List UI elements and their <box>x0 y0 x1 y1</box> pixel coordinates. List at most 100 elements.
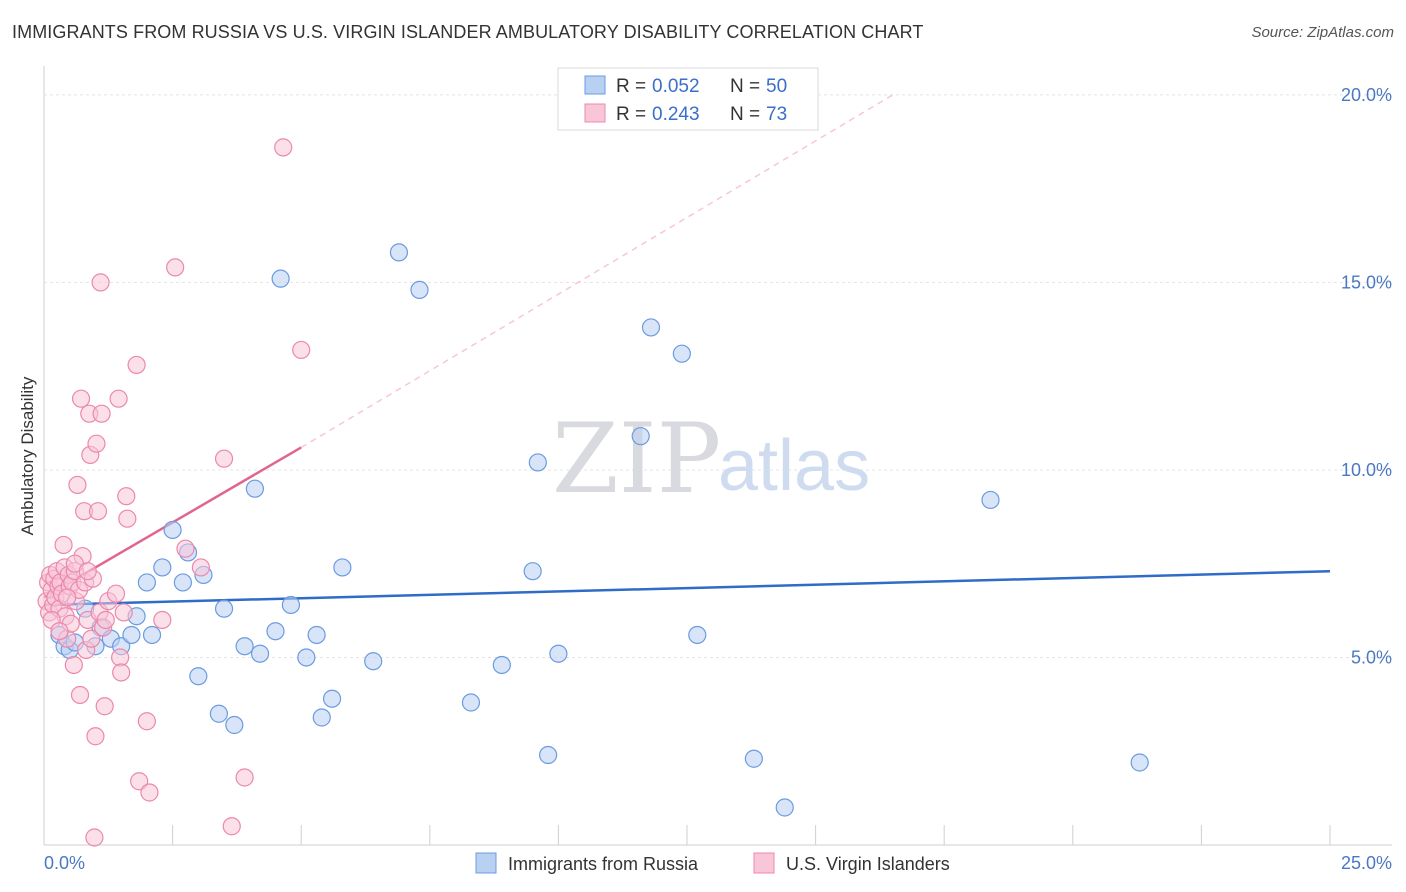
point-series-0-35 <box>410 280 429 300</box>
point-series-1-27 <box>71 389 91 408</box>
bottom-legend-label-russia: Immigrants from Russia <box>508 854 699 874</box>
point-series-1-59 <box>153 610 172 630</box>
point-series-0-14 <box>163 520 182 540</box>
point-series-1-61 <box>176 539 195 558</box>
point-series-1-55 <box>127 355 146 375</box>
point-series-1-60 <box>166 258 185 277</box>
point-series-1-56 <box>130 772 149 791</box>
point-series-1-38 <box>86 727 105 746</box>
point-series-0-32 <box>333 558 352 577</box>
legend-n-value-russia: 50 <box>766 76 787 97</box>
watermark-atlas: atlas <box>718 426 870 506</box>
point-series-0-9 <box>122 625 141 645</box>
point-series-0-47 <box>775 798 794 817</box>
point-series-0-22 <box>235 637 254 656</box>
y-tick-label-0: 5.0% <box>1351 647 1392 667</box>
point-series-0-46 <box>744 749 763 768</box>
y-tick-label-3: 20.0% <box>1341 85 1392 105</box>
bottom-legend: Immigrants from Russia U.S. Virgin Islan… <box>475 852 950 874</box>
x-tick-label-min: 0.0% <box>44 853 85 873</box>
point-series-0-30 <box>312 708 331 727</box>
chart-title: IMMIGRANTS FROM RUSSIA VS U.S. VIRGIN IS… <box>12 22 924 42</box>
point-series-1-35 <box>82 629 101 648</box>
point-series-0-20 <box>214 599 234 618</box>
point-series-1-52 <box>114 603 133 622</box>
point-series-0-34 <box>389 243 409 262</box>
point-series-0-24 <box>250 644 270 663</box>
point-series-0-29 <box>307 625 326 645</box>
point-series-0-43 <box>641 318 661 337</box>
point-series-0-45 <box>688 625 707 645</box>
point-series-1-49 <box>109 389 128 408</box>
trend-line-series-0 <box>43 569 1331 607</box>
point-series-0-31 <box>322 689 342 708</box>
point-series-1-70 <box>58 588 77 607</box>
axes <box>43 66 1392 846</box>
legend-n-label-virgin: N = <box>730 104 760 125</box>
legend-r-value-russia: 0.052 <box>652 76 700 97</box>
point-series-1-57 <box>137 712 156 731</box>
grid-lines <box>44 94 1392 658</box>
point-series-1-67 <box>292 340 311 360</box>
point-series-1-64 <box>222 817 241 836</box>
point-series-0-49 <box>1130 753 1149 772</box>
trend-extension-series-1 <box>300 94 894 449</box>
legend: R = 0.052 N = 50 R = 0.243 N = 73 <box>557 67 819 131</box>
y-tick-label-1: 10.0% <box>1341 460 1392 480</box>
point-series-0-25 <box>266 622 285 641</box>
point-series-0-37 <box>492 655 511 675</box>
point-series-1-40 <box>88 502 108 521</box>
point-series-0-33 <box>364 652 383 671</box>
y-tick-label-2: 15.0% <box>1341 272 1392 292</box>
point-series-1-69 <box>50 622 69 641</box>
legend-n-value-virgin: 73 <box>766 104 787 125</box>
legend-swatch-virgin <box>584 103 606 123</box>
point-series-0-19 <box>209 704 228 723</box>
point-series-0-26 <box>271 269 290 288</box>
point-series-0-38 <box>528 453 547 472</box>
point-series-0-42 <box>631 427 650 446</box>
point-series-1-13 <box>54 535 73 555</box>
point-series-1-26 <box>70 685 90 705</box>
point-series-0-13 <box>153 558 172 577</box>
point-series-1-21 <box>64 655 83 675</box>
point-series-1-24 <box>68 475 87 495</box>
point-series-1-66 <box>274 138 293 157</box>
point-series-0-48 <box>981 490 1000 510</box>
point-series-0-40 <box>539 745 558 765</box>
x-tick-label-max: 25.0% <box>1341 853 1392 873</box>
legend-r-value-virgin: 0.243 <box>652 104 700 125</box>
point-series-1-46 <box>96 610 115 630</box>
point-series-0-15 <box>173 573 192 592</box>
point-series-0-21 <box>225 715 244 735</box>
source-credit: Source: ZipAtlas.com <box>1251 24 1394 41</box>
point-series-0-17 <box>189 667 208 686</box>
point-series-1-37 <box>85 828 104 847</box>
watermark-zip: ZIP <box>552 403 721 515</box>
point-series-1-51 <box>112 663 131 682</box>
point-series-1-50 <box>111 648 130 667</box>
point-series-0-36 <box>461 693 481 712</box>
x-tick-labels: 0.0% 25.0% <box>44 853 1392 873</box>
point-series-1-58 <box>140 783 159 802</box>
watermark: ZIP atlas <box>552 403 870 515</box>
point-series-0-41 <box>549 644 568 663</box>
legend-r-label-virgin: R = <box>616 104 646 125</box>
point-series-0-44 <box>672 344 691 363</box>
point-series-1-63 <box>214 449 234 468</box>
bottom-legend-swatch-virgin <box>753 852 775 874</box>
point-series-0-12 <box>142 625 162 645</box>
point-series-0-23 <box>245 479 265 498</box>
bottom-legend-label-virgin: U.S. Virgin Islanders <box>786 854 950 874</box>
legend-n-label-russia: N = <box>730 76 760 97</box>
point-series-0-39 <box>523 562 542 581</box>
point-series-1-54 <box>118 509 137 528</box>
point-series-0-27 <box>281 595 301 615</box>
y-tick-labels: 5.0% 10.0% 15.0% 20.0% <box>1341 85 1392 668</box>
point-series-0-28 <box>297 648 316 667</box>
point-series-1-53 <box>117 487 136 506</box>
point-series-1-42 <box>91 273 110 292</box>
point-series-1-72 <box>78 562 97 581</box>
data-points <box>37 138 1149 847</box>
